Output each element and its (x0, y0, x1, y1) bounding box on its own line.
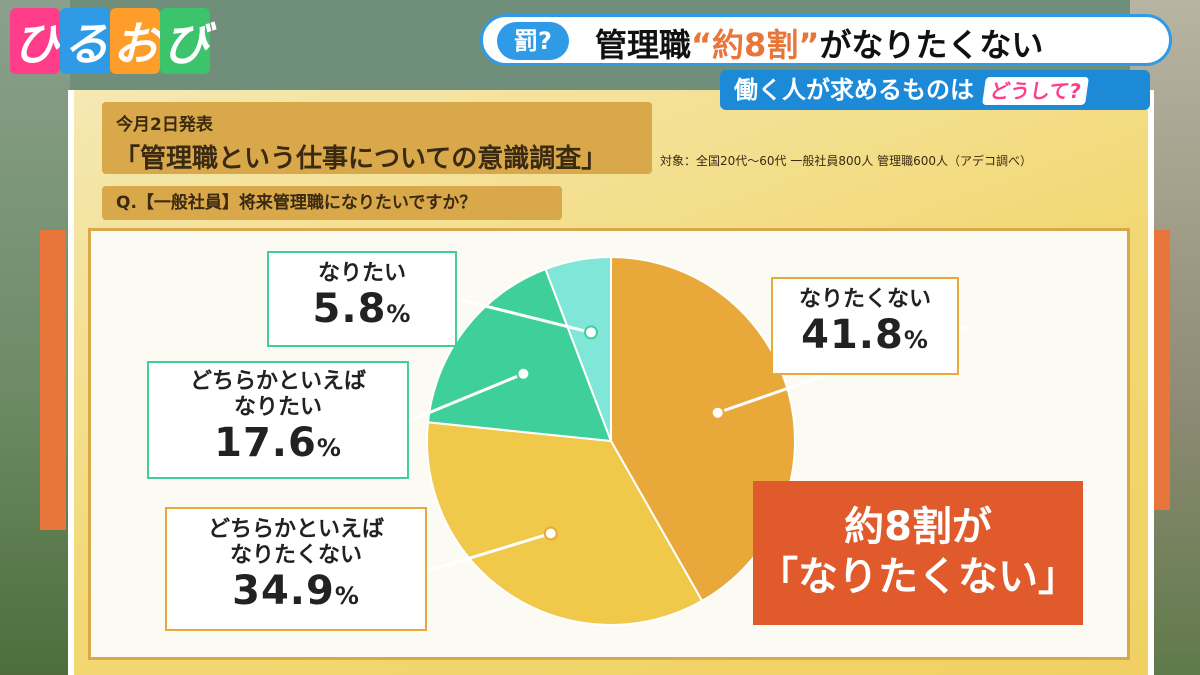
announce-date: 今月2日発表 (116, 115, 213, 135)
sub-headline-text: 働く人が求めるものは (734, 76, 974, 104)
info-board: 今月2日発表 「管理職という仕事についての意識調査」 対象：全国20代～60代 … (68, 90, 1154, 675)
logo-char-3: お (110, 8, 160, 74)
leader-dot-3 (516, 366, 531, 381)
logo-char-1: ひ (10, 8, 60, 74)
label-text-naritakunai: なりたくない (798, 287, 931, 312)
label-value-naritai: 5.8 (312, 286, 387, 332)
label-text-dochira-naritai-2: なりたい (233, 395, 322, 420)
doushite-chip: どうして? (982, 77, 1089, 105)
headline-bar: 罰? 管理職“約8割”がなりたくない (480, 14, 1172, 66)
callout-line2: 「なりたくない」 (758, 554, 1078, 600)
label-text-dochira-naritakunai-1: どちらかといえば (207, 517, 384, 542)
leader-line-3 (408, 372, 524, 423)
label-text-dochira-naritakunai-2: なりたくない (229, 543, 362, 568)
logo-char-2: る (60, 8, 110, 74)
question-label: Q.【一般社員】将来管理職になりたいですか？ (102, 186, 562, 220)
leader-line-4 (456, 297, 592, 334)
slice-dochira-naritai (426, 267, 613, 443)
summary-callout: 約8割が 「なりたくない」 (753, 481, 1083, 625)
headline-post: がなりたくない (819, 26, 1044, 64)
label-value-dochira-naritakunai: 34.9 (232, 568, 335, 614)
survey-title: 「管理職という仕事についての意識調査」 (114, 144, 608, 174)
leader-dot-2 (543, 526, 558, 541)
sub-headline: 働く人が求めるものは どうして? (720, 70, 1150, 110)
leader-dot-1 (710, 405, 725, 420)
headline-title: 管理職“約8割”がなりたくない (595, 20, 1043, 66)
slice-naritai (544, 255, 612, 442)
label-unit-naritai: % (386, 300, 412, 328)
callout-line1: 約8割が (844, 504, 992, 550)
label-value-dochira-naritai: 17.6 (214, 420, 317, 466)
program-logo: ひるおび (10, 8, 210, 74)
leader-line-2 (426, 532, 552, 573)
headline-pre: 管理職 (595, 26, 692, 64)
label-text-naritai: なりたい (317, 261, 406, 286)
slice-naritakunai (610, 255, 796, 603)
label-dochira-naritai: どちらかといえば なりたい 17.6% (147, 361, 409, 479)
label-naritakunai: なりたくない 41.8% (771, 277, 959, 375)
label-value-naritakunai: 41.8 (801, 312, 904, 358)
orange-pillar-left (40, 230, 66, 530)
label-unit-naritakunai: % (903, 326, 929, 354)
headline-badge: 罰? (497, 22, 569, 60)
headline-highlight: “約8割” (691, 26, 820, 64)
leader-dot-4 (584, 325, 599, 340)
label-dochira-naritakunai: どちらかといえば なりたくない 34.9% (165, 507, 427, 631)
survey-tag: 今月2日発表 「管理職という仕事についての意識調査」 (102, 102, 652, 174)
label-unit-dochira-naritai: % (316, 434, 342, 462)
label-text-dochira-naritai-1: どちらかといえば (189, 369, 366, 394)
slice-dochira-naritakunai (426, 421, 704, 626)
logo-char-4: び (160, 8, 210, 74)
chart-panel: なりたくない 41.8% どちらかといえば なりたくない 34.9% どちらかと… (88, 228, 1130, 660)
pie-chart (408, 255, 968, 626)
label-unit-dochira-naritakunai: % (334, 582, 360, 610)
label-naritai: なりたい 5.8% (267, 251, 457, 347)
survey-note: 対象：全国20代～60代 一般社員800人 管理職600人（アデコ調べ） (660, 154, 1032, 168)
